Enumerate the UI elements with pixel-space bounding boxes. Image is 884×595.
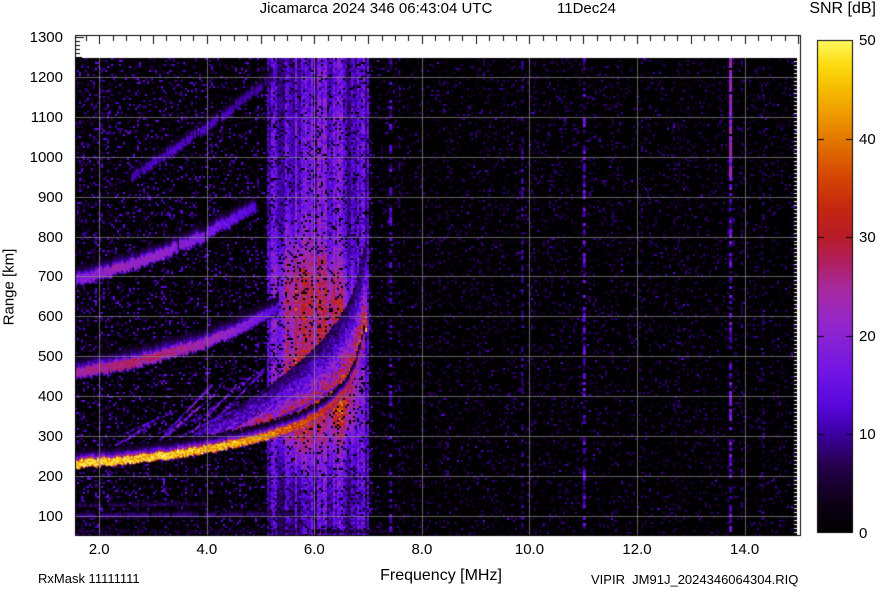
colorbar-tick-label: 10 — [859, 426, 876, 444]
y-tick-label: 400 — [37, 388, 63, 406]
x-tick-label: 10.0 — [514, 541, 545, 558]
x-axis-title: Frequency [MHz] — [380, 567, 502, 584]
y-tick-label: 100 — [37, 507, 63, 525]
x-tick-label: 8.0 — [411, 541, 433, 558]
colorbar-tick-label: 40 — [859, 130, 876, 148]
y-tick-label: 800 — [37, 228, 63, 246]
x-tick-label: 14.0 — [729, 541, 760, 558]
y-tick-label: 1300 — [29, 28, 63, 46]
x-tick-label: 12.0 — [622, 541, 652, 558]
y-tick-label: 1200 — [29, 68, 63, 86]
x-tick-label: 2.0 — [88, 541, 110, 558]
y-tick-label: 900 — [37, 188, 63, 206]
y-tick-label: 700 — [37, 268, 63, 286]
y-tick-label: 1000 — [29, 148, 63, 166]
y-tick-label: 1100 — [30, 108, 63, 126]
y-tick-label: 500 — [37, 348, 63, 366]
plot-title: Jicamarca 2024 346 06:43:04 UTC — [259, 0, 493, 17]
y-tick-label: 200 — [37, 467, 63, 485]
colorbar-tick-label: 30 — [859, 229, 876, 247]
y-tick-label: 300 — [37, 428, 63, 446]
x-tick-label: 4.0 — [196, 541, 218, 558]
plot-date: 11Dec24 — [557, 0, 616, 17]
rx-mask-label: RxMask 11111111 — [38, 571, 140, 586]
colorbar-tick-label: 0 — [859, 525, 868, 542]
x-tick-label: 6.0 — [303, 541, 325, 558]
file-id-label: VIPIR JM91J_2024346064304.RIQ — [591, 572, 799, 587]
y-tick-label: 600 — [37, 308, 63, 326]
colorbar-tick-label: 50 — [859, 32, 876, 49]
colorbar-title: SNR [dB] — [809, 0, 876, 17]
colorbar-tick-label: 20 — [859, 327, 876, 345]
